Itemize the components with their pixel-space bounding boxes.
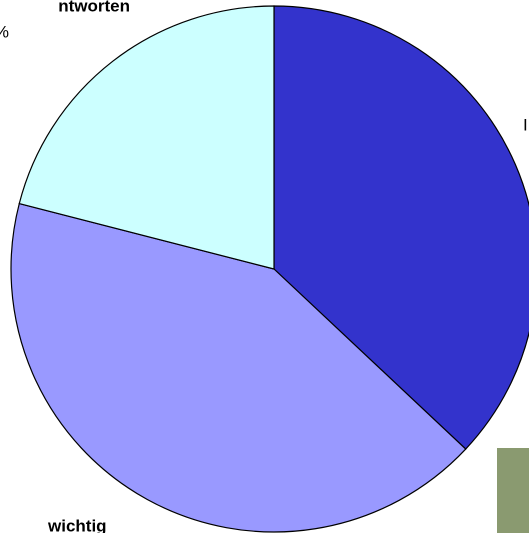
pie xyxy=(10,5,529,533)
pie-slice xyxy=(273,5,529,450)
pie-slice xyxy=(18,5,275,270)
photo-thumbnail xyxy=(497,448,529,533)
annotation: wichtig xyxy=(47,516,107,533)
chart-title: ntworten xyxy=(58,0,130,15)
annotation: % xyxy=(0,22,9,41)
pie-slice xyxy=(10,202,467,533)
annotation: I xyxy=(523,115,528,134)
